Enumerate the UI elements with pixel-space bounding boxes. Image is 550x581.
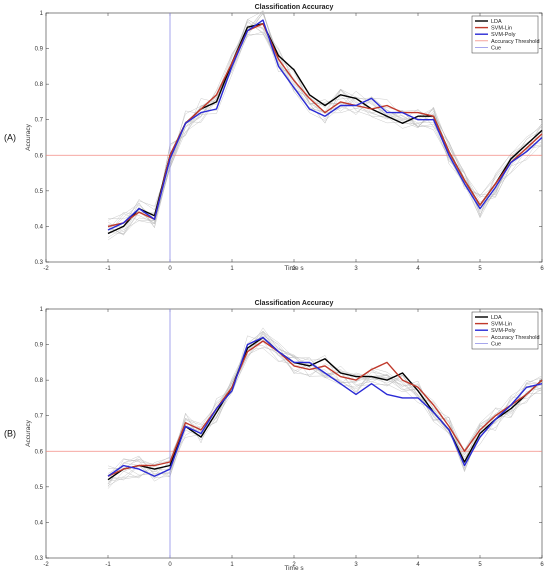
x-tick-label: 0 [168,266,172,272]
x-tick-label: 4 [416,562,420,568]
y-tick-label: 1 [40,11,44,17]
panel-label: (B) [4,429,16,439]
series-line-lda [107,336,543,481]
y-tick-label: 0.7 [35,118,44,124]
x-tick-label: 2 [292,562,296,568]
run-trace [107,331,543,482]
y-tick-label: 0.3 [35,260,44,266]
x-tick-label: -2 [43,562,49,568]
chart-title: Classification Accuracy [255,300,334,307]
legend-entry: Cue [491,341,501,347]
chart-title: Classification Accuracy [255,4,334,11]
y-tick-label: 0.4 [35,224,44,230]
x-axis-label: Time s [284,565,304,572]
legend-entry: SVM-Poly [491,328,516,334]
x-tick-label: 0 [168,562,172,568]
x-tick-label: 1 [230,266,234,272]
run-trace [107,335,543,489]
y-axis-label: Accuracy [25,419,32,446]
series-line-svm-poly [107,19,543,231]
x-tick-label: 5 [478,562,482,568]
legend-entry: LDA [491,19,502,25]
run-trace [107,332,543,471]
y-axis-label: Accuracy [25,123,32,150]
run-trace [107,31,543,222]
y-tick-label: 0.5 [35,485,44,491]
legend-entry: SVM-Lin [491,26,512,32]
legend-entry: SVM-Poly [491,32,516,38]
series-line-svm-lin [107,340,543,477]
run-trace [107,18,543,235]
x-axis-label: Time s [284,265,304,272]
y-tick-label: 0.8 [35,82,44,88]
legend-entry: Accuracy Threshold [491,39,540,45]
legend-entry: Accuracy Threshold [491,335,540,341]
x-tick-label: 3 [354,266,358,272]
y-tick-label: 0.6 [35,153,44,159]
series-line-svm-poly [107,336,543,477]
x-tick-label: -1 [105,266,111,272]
legend-entry: SVM-Lin [491,322,512,328]
plot-frame [45,308,543,559]
y-tick-label: 1 [40,307,44,313]
panel-label: (A) [4,133,16,143]
y-tick-label: 0.6 [35,449,44,455]
x-tick-label: 6 [540,266,544,272]
y-tick-label: 0.9 [35,47,44,53]
run-trace [107,34,543,220]
x-tick-label: 3 [354,562,358,568]
x-tick-label: -1 [105,562,111,568]
run-trace [107,24,543,236]
x-tick-label: 2 [292,266,296,272]
legend-entry: Cue [491,45,501,51]
y-tick-label: 0.9 [35,343,44,349]
legend-entry: LDA [491,315,502,321]
y-tick-label: 0.7 [35,414,44,420]
x-tick-label: 6 [540,562,544,568]
x-tick-label: -2 [43,266,49,272]
y-tick-label: 0.3 [35,556,44,562]
y-tick-label: 0.5 [35,189,44,195]
x-tick-label: 5 [478,266,482,272]
run-trace [107,340,543,486]
x-tick-label: 4 [416,266,420,272]
y-tick-label: 0.4 [35,520,44,526]
x-tick-label: 1 [230,562,234,568]
y-tick-label: 0.8 [35,378,44,384]
